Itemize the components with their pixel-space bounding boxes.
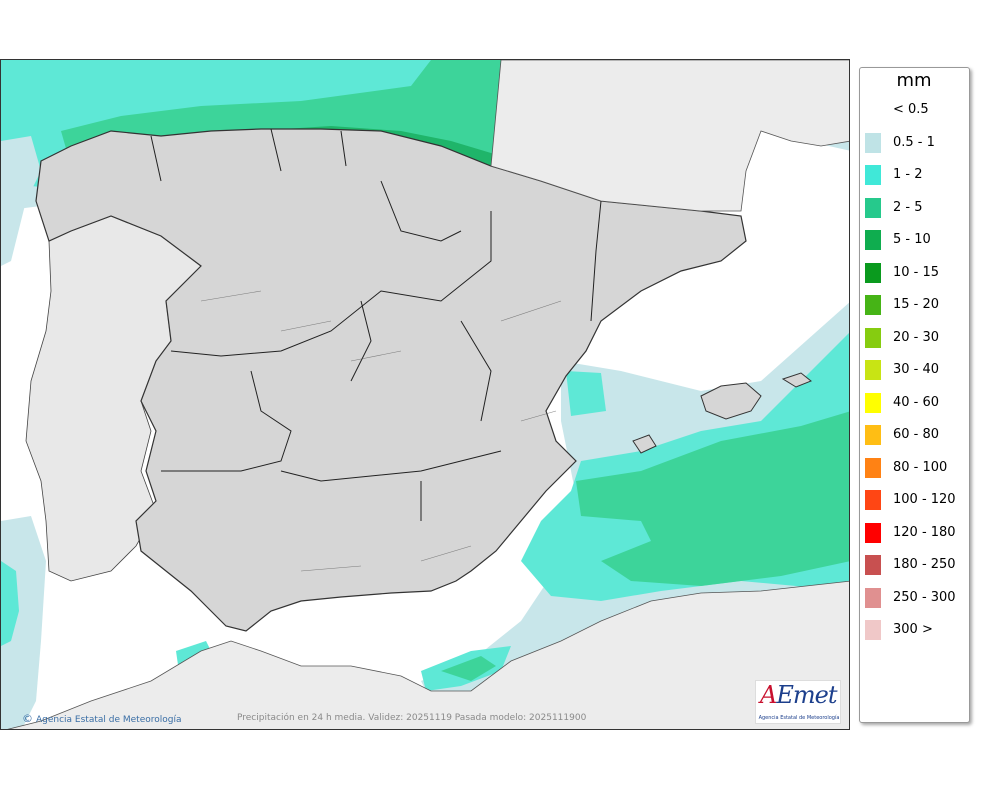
legend-swatch — [865, 295, 881, 315]
menorca — [781, 372, 812, 388]
legend-item: 80 - 100 — [863, 457, 967, 478]
legend-item: 40 - 60 — [863, 392, 967, 413]
legend-swatch — [865, 587, 881, 608]
legend-label: 0.5 - 1 — [893, 134, 935, 150]
precip-band-med-cyan — [566, 371, 606, 416]
legend-item: 10 - 15 — [863, 262, 967, 283]
legend-swatch — [865, 360, 881, 380]
legend-label: 10 - 15 — [893, 264, 940, 280]
legend-swatch — [865, 165, 881, 185]
precip-band-med-green — [576, 411, 849, 586]
legend-item: < 0.5 — [863, 100, 967, 120]
legend-item: 120 - 180 — [863, 522, 967, 543]
mallorca — [700, 382, 762, 420]
legend-item: 2 - 5 — [863, 197, 967, 218]
legend-swatch — [865, 100, 881, 120]
legend-label: 20 - 30 — [893, 329, 940, 345]
legend-label: 1 - 2 — [893, 167, 923, 182]
legend-swatch — [865, 425, 881, 445]
copyright-icon: © — [22, 712, 33, 725]
north-africa — [7, 580, 849, 729]
legend-swatch — [865, 132, 881, 153]
legend-item: 100 - 120 — [863, 490, 967, 510]
validity-text: Precipitación en 24 h media. Validez: 20… — [237, 713, 587, 723]
credit-text: © Agencia Estatal de Meteorología — [22, 712, 182, 725]
legend-item: 0.5 - 1 — [863, 132, 967, 153]
legend-label: 100 - 120 — [893, 492, 956, 507]
legend-item: 20 - 30 — [863, 327, 967, 348]
ibiza — [632, 434, 657, 454]
legend-swatch — [865, 230, 881, 250]
credit-label: Agencia Estatal de Meteorología — [36, 715, 182, 725]
legend-label: 80 - 100 — [893, 459, 948, 475]
legend-swatch — [865, 392, 881, 413]
legend-label: < 0.5 — [893, 102, 929, 117]
legend-item: 60 - 80 — [863, 425, 967, 445]
precip-band-southwest-cyan — [1, 561, 19, 646]
legend-swatch — [865, 457, 881, 478]
legend-item: 5 - 10 — [863, 230, 967, 250]
legend-label: 40 - 60 — [893, 394, 940, 410]
aemet-logo: AEmet Agencia Estatal de Meteorología — [755, 680, 841, 724]
legend-label: 60 - 80 — [893, 427, 940, 442]
legend-item: 300 > — [863, 620, 967, 640]
legend-swatch — [865, 262, 881, 283]
legend-label: 30 - 40 — [893, 362, 940, 377]
relief-hints — [200, 290, 562, 572]
legend-label: 15 - 20 — [893, 297, 940, 312]
legend-label: 120 - 180 — [893, 524, 956, 540]
legend-item: 250 - 300 — [863, 587, 967, 608]
region-borders — [150, 128, 602, 521]
legend-swatch — [865, 620, 881, 640]
legend-swatch — [865, 327, 881, 348]
precip-band-alboran-green — [441, 656, 496, 681]
logo-wordmark: AEmet — [760, 681, 837, 709]
legend-panel: mm < 0.5 0.5 - 1 1 - 2 2 - 5 5 - 10 10 - 15 15… — [859, 67, 970, 723]
logo-subtitle: Agencia Estatal de Meteorología — [758, 715, 840, 721]
legend-item: 15 - 20 — [863, 295, 967, 315]
legend-label: 300 > — [893, 622, 933, 637]
precip-band-west-atlantic — [1, 136, 41, 266]
legend-item: 1 - 2 — [863, 165, 967, 185]
legend-swatch — [865, 490, 881, 510]
legend-label: 5 - 10 — [893, 232, 931, 247]
legend-label: 2 - 5 — [893, 199, 923, 215]
legend-swatch — [865, 555, 881, 575]
legend-unit: mm — [896, 70, 932, 91]
legend-swatch — [865, 522, 881, 543]
precipitation-map — [0, 59, 850, 730]
legend-swatch — [865, 197, 881, 218]
legend-label: 180 - 250 — [893, 557, 956, 572]
france — [490, 60, 849, 212]
legend-item: 180 - 250 — [863, 555, 967, 575]
legend-label: 250 - 300 — [893, 589, 956, 605]
legend-item: 30 - 40 — [863, 360, 967, 380]
